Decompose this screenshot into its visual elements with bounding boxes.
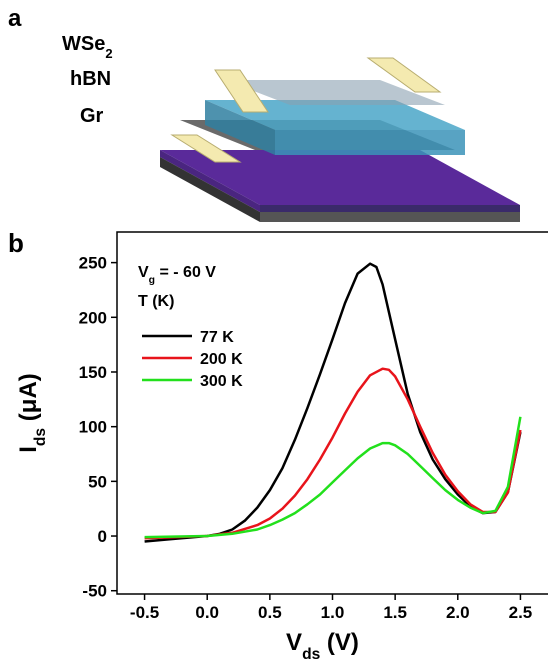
substrate-base [260, 212, 520, 222]
text-segment: 2 [105, 46, 112, 61]
wse2 [225, 80, 445, 105]
layer-label: Gr [80, 105, 104, 127]
x-tick-label: 0.5 [258, 603, 282, 622]
panel-label: a [8, 5, 22, 32]
electrode [170, 134, 242, 163]
line [144, 262, 522, 543]
axes-frame [116, 231, 548, 595]
x-tick-label: 1.0 [321, 603, 345, 622]
x-tick-label: 1.5 [383, 603, 407, 622]
text-segment: ds [302, 646, 321, 663]
text-segment: Gr [80, 105, 104, 127]
y-tick-label: -50 [82, 582, 107, 601]
text-segment: (V) [320, 629, 359, 656]
text-segment: T (K) [138, 293, 174, 310]
device-schematic [160, 57, 520, 222]
text-segment: ds [32, 428, 49, 447]
hbn-front [275, 130, 465, 155]
legend-label: 77 K [200, 329, 234, 346]
text-segment: WSe [62, 33, 105, 55]
y-tick-label: 100 [79, 418, 107, 437]
legend-label: 300 K [200, 373, 243, 390]
text-segment: I [15, 446, 42, 453]
substrate-top [160, 150, 520, 205]
electrode [214, 69, 269, 113]
layer-label: WSe2 [62, 33, 113, 61]
text-segment: g [149, 275, 155, 286]
x-axis-label: Vds (V) [286, 629, 359, 663]
y-tick-label: 250 [79, 254, 107, 273]
y-axis-label: Ids (μA) [15, 373, 49, 453]
text-segment: V [138, 264, 149, 281]
electrode [366, 57, 442, 93]
y-tick-label: 200 [79, 308, 107, 327]
text-segment: hBN [70, 68, 111, 90]
substrate-layer [260, 205, 520, 212]
hbn-side [205, 100, 275, 155]
text-segment: V [286, 629, 302, 656]
legend-title: T (K) [138, 293, 174, 310]
legend-title: Vg = - 60 V [138, 264, 216, 286]
line [144, 367, 522, 540]
x-tick-label: 2.0 [446, 603, 470, 622]
text-segment: = - 60 V [155, 264, 216, 281]
substrate-side [160, 150, 260, 212]
y-tick-label: 0 [98, 527, 107, 546]
substrate-base-side [160, 157, 260, 222]
x-tick-label: -0.5 [130, 603, 159, 622]
x-tick-label: 2.5 [509, 603, 533, 622]
y-tick-label: 50 [88, 472, 107, 491]
text-segment: (μA) [15, 373, 42, 428]
legend-label: 200 K [200, 351, 243, 368]
layer-label: hBN [70, 68, 111, 90]
line [144, 416, 522, 539]
x-tick-label: 0.0 [195, 603, 219, 622]
hbn-top [205, 100, 465, 130]
y-tick-label: 150 [79, 363, 107, 382]
panel-label: b [8, 228, 24, 258]
